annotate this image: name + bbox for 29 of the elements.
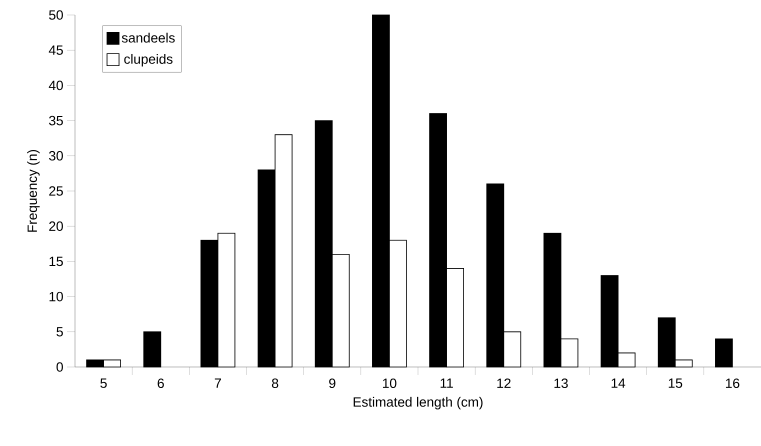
y-tick-label: 25 (49, 186, 63, 196)
x-tick-label: 5 (100, 378, 107, 388)
y-tick-label: 30 (49, 151, 63, 161)
x-tick-label: 12 (497, 378, 511, 388)
y-axis-title: Frequency (n) (27, 150, 40, 232)
x-tick-label: 7 (214, 378, 221, 388)
x-tick-label: 16 (726, 378, 740, 388)
bar (143, 331, 162, 368)
y-tick-label: 40 (48, 80, 63, 90)
y-tick-label: 5 (56, 327, 63, 336)
x-axis-title: Estimated length (cm) (354, 396, 483, 410)
x-tick-label: 8 (272, 378, 278, 388)
x-tick-label: 9 (329, 378, 336, 388)
x-tick-label: 11 (440, 378, 453, 388)
y-tick-label: 45 (48, 46, 63, 55)
y-tick-label: 35 (49, 116, 63, 126)
x-tick-label: 15 (668, 378, 682, 388)
legend-label: sandeels (122, 32, 175, 43)
x-tick-label: 14 (612, 378, 626, 388)
x-tick-label: 10 (382, 378, 396, 388)
bar (715, 338, 733, 368)
legend-label: clupeids (124, 54, 173, 67)
x-tick-label: 13 (554, 378, 568, 388)
y-tick-label: 20 (49, 221, 63, 231)
y-tick-label: 10 (50, 292, 63, 302)
y-tick-label: 15 (50, 256, 63, 266)
x-tick-label: 6 (158, 378, 164, 388)
y-tick-label: 50 (49, 10, 63, 20)
y-tick-label: 0 (56, 362, 63, 372)
